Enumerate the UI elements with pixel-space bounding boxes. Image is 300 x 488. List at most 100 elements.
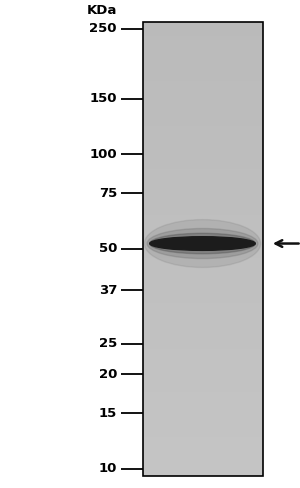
Bar bbox=[142, 74, 262, 77]
Bar bbox=[142, 226, 262, 228]
Bar bbox=[142, 385, 262, 387]
Bar bbox=[142, 358, 262, 360]
Bar bbox=[142, 117, 262, 120]
Bar bbox=[142, 133, 262, 135]
Bar bbox=[142, 113, 262, 115]
Bar bbox=[142, 165, 262, 167]
Bar bbox=[142, 115, 262, 117]
Bar bbox=[142, 154, 262, 156]
Bar bbox=[142, 453, 262, 455]
Bar bbox=[142, 31, 262, 33]
Bar bbox=[142, 54, 262, 56]
Bar bbox=[142, 371, 262, 374]
Bar bbox=[142, 140, 262, 142]
Bar bbox=[142, 217, 262, 220]
Bar bbox=[142, 260, 262, 263]
Bar bbox=[142, 367, 262, 369]
Bar bbox=[142, 242, 262, 244]
Bar bbox=[142, 442, 262, 444]
Bar bbox=[142, 428, 262, 430]
Text: KDa: KDa bbox=[87, 4, 117, 17]
Bar bbox=[142, 81, 262, 83]
Bar bbox=[142, 294, 262, 297]
Bar bbox=[142, 349, 262, 351]
Bar bbox=[142, 192, 262, 194]
Bar bbox=[142, 467, 262, 469]
Bar bbox=[142, 263, 262, 265]
Bar bbox=[142, 120, 262, 122]
Text: 150: 150 bbox=[89, 92, 117, 105]
Bar bbox=[142, 417, 262, 419]
Bar bbox=[142, 83, 262, 85]
Bar bbox=[142, 110, 262, 113]
Bar bbox=[142, 346, 262, 349]
Bar bbox=[142, 63, 262, 65]
Bar bbox=[142, 88, 262, 90]
Bar bbox=[142, 473, 262, 476]
Bar bbox=[142, 365, 262, 367]
Bar bbox=[142, 197, 262, 199]
Bar bbox=[142, 224, 262, 226]
Bar bbox=[142, 351, 262, 353]
Bar bbox=[142, 102, 262, 103]
Bar bbox=[142, 299, 262, 301]
Text: 50: 50 bbox=[99, 243, 117, 255]
Bar bbox=[142, 124, 262, 126]
Bar bbox=[142, 362, 262, 365]
Bar bbox=[142, 22, 262, 24]
Ellipse shape bbox=[150, 233, 255, 254]
Bar bbox=[142, 99, 262, 102]
Bar bbox=[142, 353, 262, 356]
Text: 100: 100 bbox=[89, 148, 117, 161]
Bar bbox=[142, 206, 262, 208]
Bar bbox=[142, 369, 262, 371]
Bar bbox=[142, 103, 262, 106]
Bar bbox=[142, 156, 262, 158]
Bar bbox=[142, 187, 262, 190]
Bar bbox=[142, 356, 262, 358]
Bar bbox=[142, 231, 262, 233]
Bar bbox=[142, 430, 262, 433]
Bar bbox=[142, 424, 262, 426]
Bar bbox=[142, 301, 262, 304]
Bar bbox=[142, 253, 262, 256]
Bar bbox=[142, 208, 262, 210]
Bar bbox=[142, 410, 262, 412]
Bar bbox=[142, 408, 262, 410]
Bar bbox=[142, 56, 262, 58]
Bar bbox=[142, 317, 262, 319]
Text: 75: 75 bbox=[99, 187, 117, 200]
Bar bbox=[142, 126, 262, 129]
Bar bbox=[142, 58, 262, 61]
Bar bbox=[142, 161, 262, 163]
Bar bbox=[142, 22, 262, 476]
Bar bbox=[142, 462, 262, 465]
Bar bbox=[142, 47, 262, 49]
Bar bbox=[142, 271, 262, 274]
Text: 250: 250 bbox=[89, 22, 117, 36]
Bar bbox=[142, 383, 262, 385]
Bar bbox=[142, 38, 262, 40]
Bar bbox=[142, 335, 262, 337]
Bar bbox=[142, 169, 262, 172]
Bar bbox=[142, 246, 262, 249]
Text: 25: 25 bbox=[99, 337, 117, 350]
Bar bbox=[142, 40, 262, 42]
Bar bbox=[142, 381, 262, 383]
Bar bbox=[142, 465, 262, 467]
Bar bbox=[142, 401, 262, 403]
Bar bbox=[142, 315, 262, 317]
Bar bbox=[142, 297, 262, 299]
Bar bbox=[142, 435, 262, 437]
Bar bbox=[142, 287, 262, 290]
Bar bbox=[142, 269, 262, 271]
Bar bbox=[142, 448, 262, 451]
Bar bbox=[142, 135, 262, 138]
Bar bbox=[142, 458, 262, 460]
Bar bbox=[142, 412, 262, 414]
Bar bbox=[142, 108, 262, 110]
Bar bbox=[142, 251, 262, 253]
Bar bbox=[142, 451, 262, 453]
Bar bbox=[142, 406, 262, 408]
Bar bbox=[142, 337, 262, 340]
